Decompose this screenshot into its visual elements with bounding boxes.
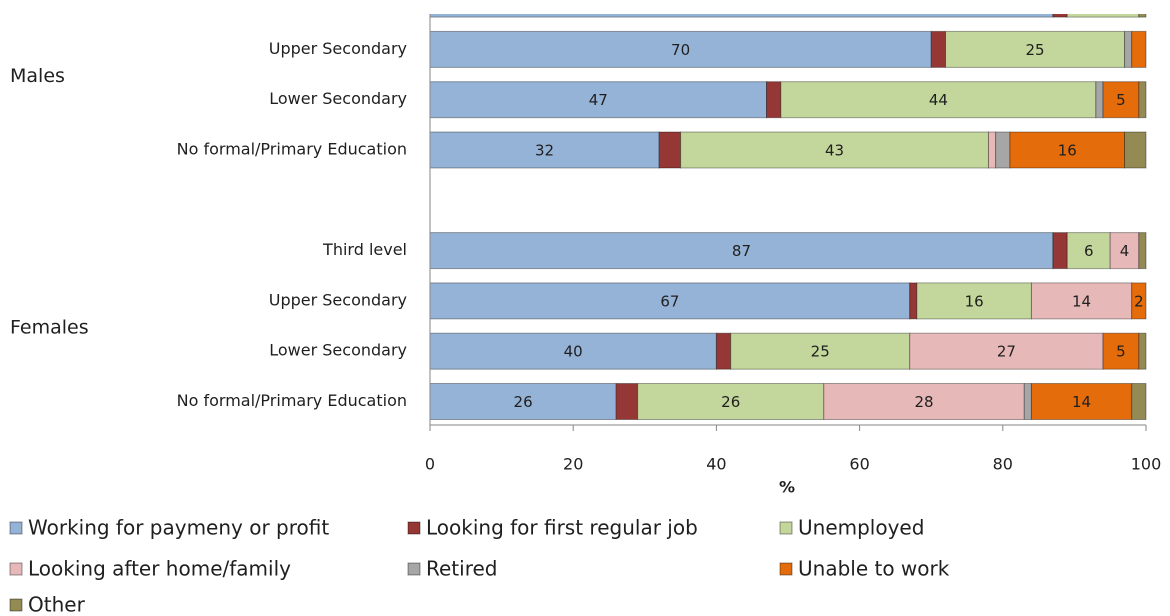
data-label: 26: [721, 393, 740, 411]
data-label: 25: [811, 343, 830, 361]
y-tick-label: Lower Secondary: [269, 89, 407, 108]
data-label: 87: [732, 242, 751, 260]
bar-segment: [1124, 30, 1133, 68]
bar-segment: [1131, 383, 1147, 420]
data-label: 26: [514, 393, 533, 411]
bar-segment: [1138, 81, 1147, 119]
bar-segment: [1066, 14, 1140, 18]
data-label: 4: [1120, 242, 1130, 260]
bar-segment: [429, 14, 1054, 18]
x-tick-label: 20: [563, 455, 583, 474]
bar-segment: [780, 81, 1097, 119]
bar-segment: [995, 131, 1011, 169]
bar-segment: [766, 81, 782, 119]
bar-segment: [429, 282, 911, 320]
data-label: 16: [1058, 142, 1077, 160]
legend-label: Unemployed: [798, 516, 924, 540]
bar-segment: [916, 282, 1032, 320]
bar-segment: [1030, 282, 1133, 320]
bar-segment: [1030, 383, 1133, 420]
bar-segment: [909, 332, 1104, 370]
bar-segment: [1023, 383, 1032, 420]
legend-swatch: [407, 562, 421, 576]
legend-swatch: [9, 562, 23, 576]
y-tick-label: Upper Secondary: [269, 39, 407, 58]
y-tick-label: No formal/Primary Education: [177, 391, 407, 410]
legend-swatch: [407, 521, 421, 535]
bar-segment: [615, 383, 639, 420]
data-label: 47: [589, 91, 608, 109]
bar-segment: [1095, 81, 1104, 119]
bar-segment: [1052, 232, 1068, 270]
bar-segment: [987, 131, 997, 169]
data-label: 70: [671, 41, 690, 59]
legend-label: Looking after home/family: [28, 557, 291, 581]
data-label: 16: [965, 292, 984, 310]
legend-label: Unable to work: [798, 557, 950, 581]
bar-segment: [1138, 332, 1147, 370]
legend-label: Retired: [426, 557, 497, 581]
data-label: 25: [1025, 41, 1044, 59]
y-tick-label: Third level: [322, 240, 407, 259]
bar-segment: [945, 30, 1126, 68]
bar-segment: [1138, 14, 1147, 18]
x-tick-label: 40: [706, 455, 726, 474]
bar-segment: [1009, 131, 1126, 169]
x-tick-label: 0: [425, 455, 435, 474]
bar-segment: [715, 332, 732, 370]
bar-segment: [1131, 282, 1147, 320]
data-label: 14: [1072, 292, 1091, 310]
data-label: 14: [1072, 393, 1091, 411]
data-label: 5: [1116, 343, 1126, 361]
data-label: 5: [1116, 91, 1126, 109]
legend-label: Looking for first regular job: [426, 516, 698, 540]
legend-label: Other: [28, 593, 86, 616]
x-tick-label: 60: [849, 455, 869, 474]
y-tick-label: No formal/Primary Education: [177, 140, 407, 159]
group-label: Males: [10, 65, 65, 87]
data-label: 67: [660, 292, 679, 310]
bar-segment: [1138, 232, 1147, 270]
legend-swatch: [779, 562, 793, 576]
legend-swatch: [779, 521, 793, 535]
plot-area: 70 25 47 44 5 32 43 16 87 6 4 67 16 14 2 40 25 27 5 26 26 28 1…: [429, 14, 1147, 420]
y-tick-label: Upper Secondary: [269, 290, 407, 309]
legend-label: Working for paymeny or profit: [28, 516, 329, 540]
legend-swatch: [9, 521, 23, 535]
bar-segment: [909, 282, 918, 320]
bar-segment: [429, 332, 717, 370]
bar-segment: [1102, 81, 1140, 119]
bar-segment: [680, 131, 989, 169]
data-label: 44: [929, 91, 948, 109]
bar-segment: [930, 30, 947, 68]
bar-segment: [658, 131, 682, 169]
bar-segment: [1131, 30, 1147, 68]
bar-segment: [1066, 232, 1111, 270]
x-axis-title: %: [779, 478, 795, 497]
data-label: 32: [535, 142, 554, 160]
data-label: 6: [1084, 242, 1094, 260]
bar-segment: [637, 383, 825, 420]
bar-segment: [1052, 14, 1068, 18]
bar-segment: [429, 81, 768, 119]
y-tick-label: Lower Secondary: [269, 341, 407, 360]
bar-segment: [429, 30, 932, 68]
x-tick-label: 80: [993, 455, 1013, 474]
data-label: 2: [1134, 292, 1144, 310]
group-label: Females: [10, 317, 89, 339]
data-label: 27: [997, 343, 1016, 361]
bar-segment: [1124, 131, 1147, 169]
data-label: 40: [564, 343, 583, 361]
data-label: 43: [825, 142, 844, 160]
x-tick-label: 100: [1131, 455, 1162, 474]
bar-segment: [730, 332, 911, 370]
data-label: 28: [914, 393, 933, 411]
bar-segment: [823, 383, 1025, 420]
bar-segment: [1102, 332, 1140, 370]
legend-swatch: [9, 598, 23, 612]
